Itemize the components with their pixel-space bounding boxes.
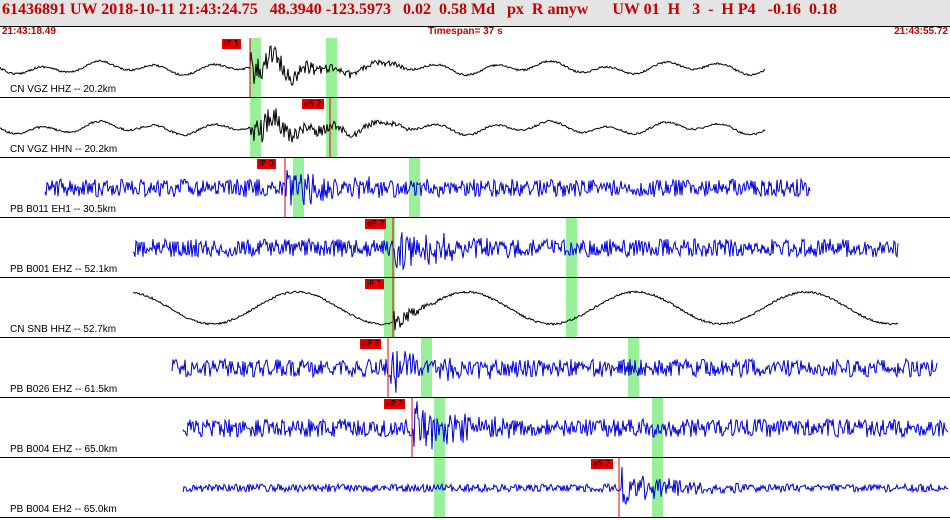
trace-row <box>0 38 950 98</box>
station-label: CN VGZ HHN -- 20.2km <box>10 144 118 155</box>
end-time-label: 21:43:55.72 <box>894 26 948 37</box>
event-summary-line: 61436891 UW 2018-10-11 21:43:24.75 48.39… <box>2 1 837 18</box>
station-label: PB B004 EHZ -- 65.0km <box>10 444 118 455</box>
waveform <box>182 401 949 450</box>
pick-label[interactable]: iP 1 <box>365 279 384 289</box>
waveform <box>0 108 766 143</box>
station-label: CN SNB HHZ -- 52.7km <box>10 324 117 335</box>
pick-window <box>384 278 395 338</box>
station-label: PB B011 EH1 -- 30.5km <box>10 204 116 215</box>
pick-label[interactable]: iP 0 <box>257 159 276 169</box>
waveform <box>171 350 938 393</box>
pick-label[interactable]: eS 2 <box>302 99 324 109</box>
trace-row <box>0 278 950 338</box>
pick-window <box>566 218 577 278</box>
timespan-label: Timespan= 37 s <box>428 26 503 37</box>
start-time-label: 21:43:18.49 <box>2 26 56 37</box>
pick-window <box>326 38 337 98</box>
station-label: CN VGZ HHZ -- 20.2km <box>10 84 117 95</box>
waveform <box>0 45 766 87</box>
pick-label[interactable]: eS 2 <box>591 459 613 469</box>
station-label: PB B004 EH2 -- 65.0km <box>10 504 117 515</box>
station-label: PB B026 EHZ -- 61.5km <box>10 384 118 395</box>
trace-row <box>0 98 950 158</box>
seismogram-panel: iP 1 CN VGZ HHZ -- 20.2km eS 2 CN VGZ HHN -… <box>0 38 950 520</box>
waveform <box>132 232 899 270</box>
event-header: 61436891 UW 2018-10-11 21:43:24.75 48.39… <box>0 0 950 27</box>
pick-label[interactable]: eP 2 <box>365 219 387 229</box>
pick-window <box>421 338 432 398</box>
trace-row <box>0 338 950 398</box>
waveform <box>132 290 899 331</box>
waveform <box>44 170 811 206</box>
pick-label[interactable]: iP 1 <box>222 39 241 49</box>
pick-label[interactable]: eP 2 <box>360 339 382 349</box>
trace-row <box>0 398 950 458</box>
pick-label[interactable]: eP 2 <box>384 399 406 409</box>
station-label: PB B001 EHZ -- 52.1km <box>10 264 118 275</box>
pick-window <box>566 278 577 338</box>
trace-row <box>0 218 950 278</box>
pick-window <box>628 338 639 398</box>
pick-window <box>250 98 261 158</box>
trace-row <box>0 158 950 218</box>
trace-row <box>0 458 950 518</box>
pick-window <box>434 458 445 518</box>
waveform <box>182 466 948 506</box>
